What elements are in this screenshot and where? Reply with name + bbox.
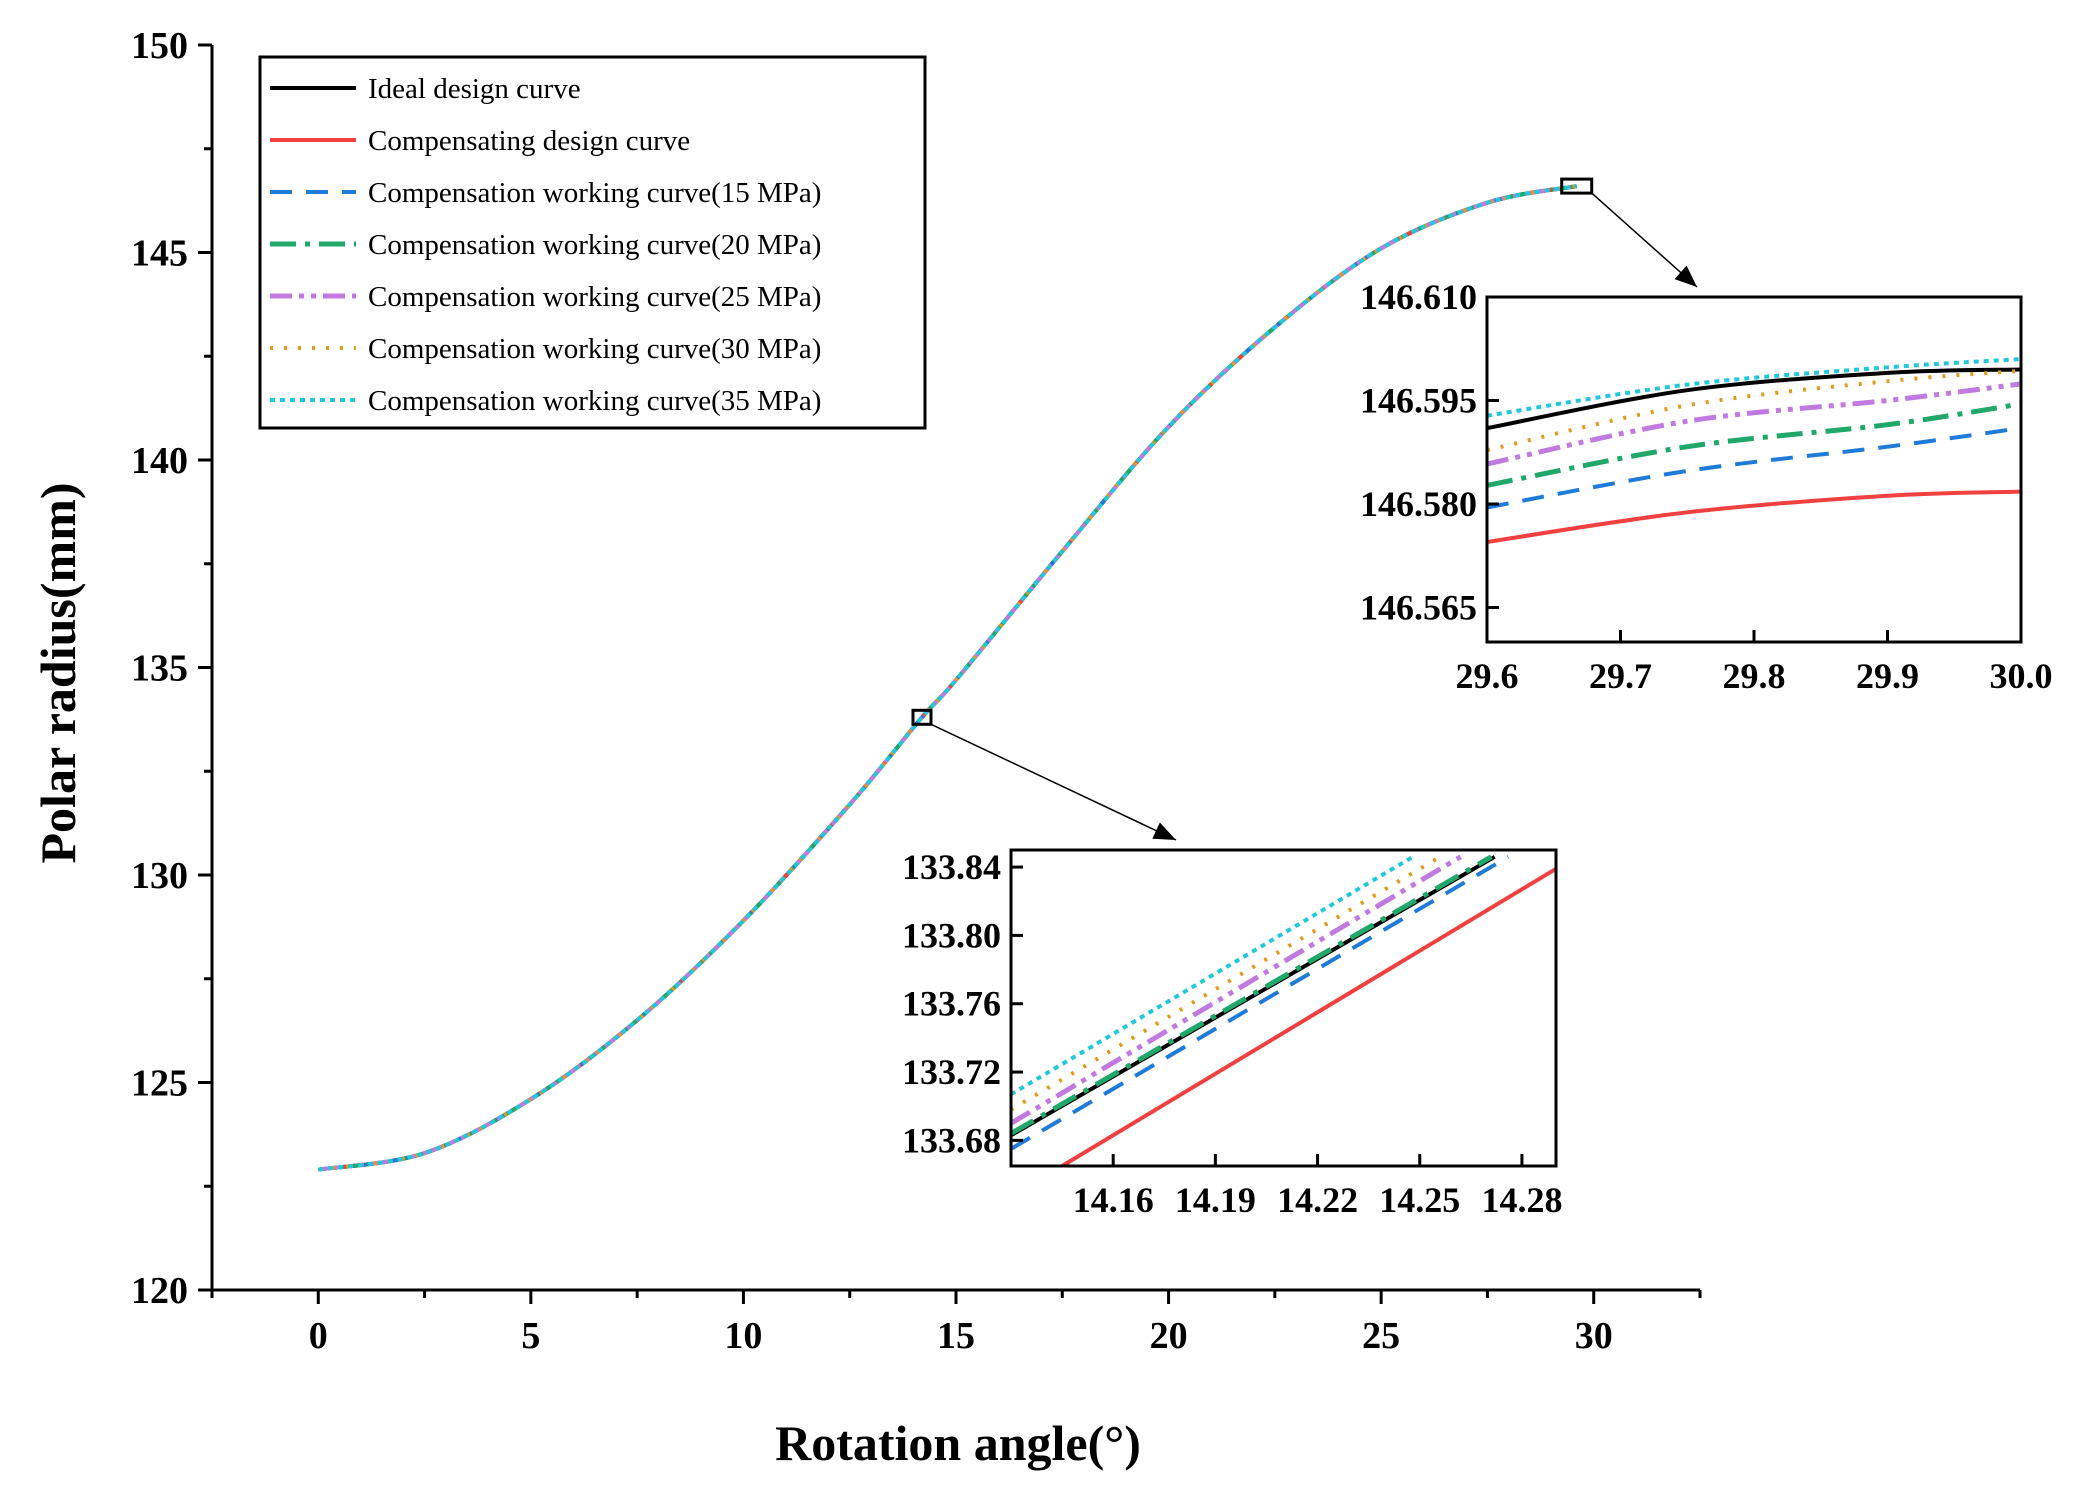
inset-y-tick-label: 133.72: [902, 1052, 1001, 1092]
y-tick-label: 135: [131, 648, 188, 690]
zoom-connector-line: [1591, 192, 1698, 288]
main-plot-area: 120 125 130 135 140 145 150 0 5 10 15 20 25 30: [131, 25, 1702, 1357]
inset-x-tick-label: 14.19: [1175, 1180, 1256, 1220]
legend-label-6: Compensation working curve(35 MPa): [368, 385, 821, 417]
x-axis-title: Rotation angle(°): [775, 1415, 1141, 1471]
legend-box: [258, 55, 927, 430]
inset-bottom-series-2: [1011, 855, 1510, 1151]
x-tick-label: 15: [937, 1315, 975, 1357]
y-tick-label: 150: [131, 25, 188, 67]
inset-top-series-6: [1487, 357, 2021, 418]
inset-background: [1487, 297, 2021, 642]
inset-series-group: [1487, 357, 2021, 544]
inset-top-plot: 146.565 146.580 146.595 146.610 29.6 29.7 29.8…: [1360, 277, 2053, 696]
y-tick-label: 125: [131, 1063, 188, 1105]
inset-y-tick-label: 133.80: [902, 915, 1001, 955]
y-tick-label: 145: [131, 233, 188, 275]
y-tick-label: 130: [131, 855, 188, 897]
legend-label-2: Compensation working curve(15 MPa): [368, 177, 821, 209]
inset-top-series-4: [1487, 381, 2021, 467]
inset-x-tick-label: 14.25: [1379, 1180, 1460, 1220]
inset-y-tick-label: 133.84: [902, 847, 1001, 887]
inset-bottom-series-6: [1011, 855, 1414, 1097]
inset-top-series-0: [1487, 367, 2021, 431]
y-tick-label: 140: [131, 440, 188, 482]
legend-label-0: Ideal design curve: [368, 73, 581, 105]
inset-y-tick-label: 146.595: [1360, 381, 1477, 421]
inset-bottom-series-3: [1011, 854, 1493, 1136]
inset-top-series-1: [1487, 489, 2021, 544]
inset-x-tick-label: 30.0: [1990, 656, 2053, 696]
zoom-connectors: [911, 177, 1698, 841]
inset-background: [1011, 850, 1556, 1166]
inset-bottom-series-5: [1011, 855, 1442, 1112]
inset-x-tick-label: 29.6: [1456, 656, 1519, 696]
inset-y-tick-label: 146.580: [1360, 484, 1477, 524]
zoom-marker-box: [911, 708, 933, 726]
legend-label-5: Compensation working curve(30 MPa): [368, 333, 821, 365]
x-tick-label: 25: [1362, 1315, 1400, 1357]
inset-x-tick-label: 14.16: [1073, 1180, 1154, 1220]
inset-x-tick-label: 14.22: [1277, 1180, 1358, 1220]
zoom-arrowhead: [1674, 265, 1697, 287]
inset-y-tick-label: 133.76: [902, 984, 1001, 1024]
x-tick-label: 30: [1575, 1315, 1613, 1357]
inset-x-tick-label: 29.9: [1856, 656, 1919, 696]
zoom-connector-line: [930, 723, 1177, 841]
inset-top-series-2: [1487, 426, 2021, 510]
x-tick-label: 5: [521, 1315, 540, 1357]
inset-bottom-series-1: [1061, 867, 1556, 1166]
legend-label-4: Compensation working curve(25 MPa): [368, 281, 821, 313]
main-series-line-5: [317, 184, 1578, 1172]
y-tick-label: 120: [131, 1270, 188, 1312]
x-tick-label: 20: [1150, 1315, 1188, 1357]
legend-label-1: Compensating design curve: [368, 125, 690, 157]
inset-y-tick-label: 146.565: [1360, 588, 1477, 628]
x-tick-label: 0: [309, 1315, 328, 1357]
inset-series-group: [1011, 854, 1556, 1166]
inset-bottom-plot: 133.68 133.72 133.76 133.80 133.84 14.16 14.19…: [902, 847, 1562, 1220]
zoom-marker-box: [1560, 177, 1594, 195]
inset-x-tick-label: 29.8: [1723, 656, 1786, 696]
inset-y-tick-label: 133.68: [902, 1120, 1001, 1160]
inset-x-tick-label: 14.28: [1481, 1180, 1562, 1220]
inset-frame: [1009, 848, 1558, 1168]
inset-x-tick-label: 29.7: [1589, 656, 1652, 696]
legend: Ideal design curve Compensating design cu…: [258, 55, 927, 430]
zoom-arrowhead: [1152, 822, 1176, 840]
inset-y-tick-label: 146.610: [1360, 277, 1477, 317]
x-tick-label: 10: [724, 1315, 762, 1357]
y-axis-title: Polar radius(mm): [30, 483, 86, 864]
legend-label-3: Compensation working curve(20 MPa): [368, 229, 821, 261]
